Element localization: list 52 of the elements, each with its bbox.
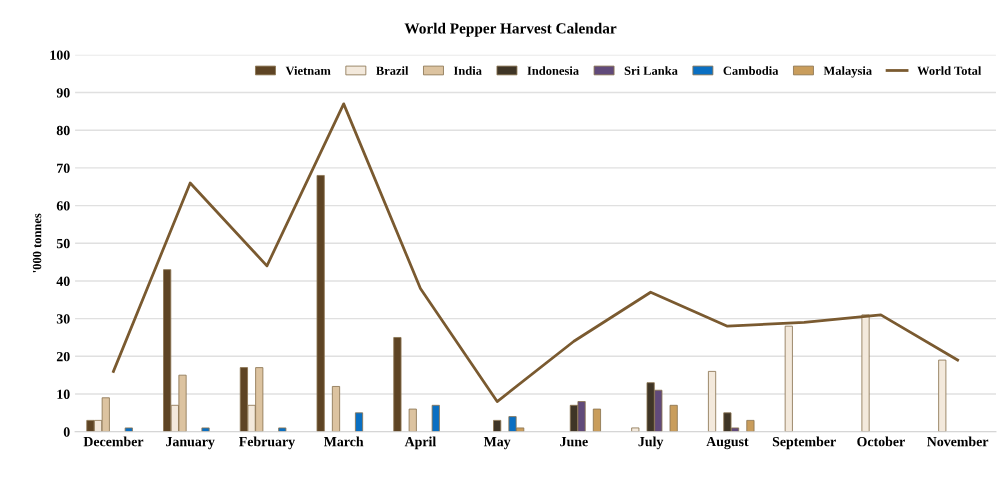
chart-title: World Pepper Harvest Calendar (404, 22, 617, 37)
bar (746, 419, 755, 432)
legend-label: Malaysia (823, 66, 872, 78)
y-tick-label: 60 (56, 201, 70, 211)
bar (408, 408, 417, 432)
bar (707, 370, 717, 432)
x-tick-label: June (560, 437, 588, 447)
bar (669, 404, 678, 432)
x-tick-label: August (706, 436, 749, 450)
legend-label: Sri Lanka (624, 66, 678, 75)
bar (201, 427, 210, 432)
bar (493, 419, 502, 432)
y-tick-label: 100 (50, 50, 70, 60)
x-tick-label: September (772, 436, 836, 450)
y-tick-label: 50 (56, 238, 70, 249)
legend-label: Indonesia (527, 66, 579, 75)
bar (331, 386, 341, 432)
y-tick-label: 70 (57, 163, 70, 173)
legend-label: Brazil (376, 66, 409, 75)
y-tick-label: 20 (56, 351, 70, 362)
x-tick-label: April (404, 436, 436, 450)
legend-label: World Total (917, 66, 982, 76)
bar (861, 314, 870, 432)
legend-label: India (453, 66, 482, 75)
y-tick-label: 80 (56, 125, 70, 136)
bar (316, 175, 325, 432)
y-tick-label: 40 (56, 276, 70, 286)
x-tick-label: March (323, 436, 364, 447)
bar (938, 359, 947, 432)
y-tick-label: 10 (57, 389, 70, 399)
x-tick-label: July (638, 436, 664, 450)
bar (354, 412, 364, 432)
line-series (112, 102, 960, 403)
y-tick-label: 30 (56, 314, 70, 324)
x-tick-label: November (927, 436, 989, 447)
y-tick-label: 0 (63, 427, 70, 437)
legend-label: Cambodia (723, 66, 779, 75)
bar (592, 408, 601, 432)
y-tick-label: 90 (56, 88, 70, 98)
x-tick-label: October (857, 436, 905, 447)
x-tick-label: December (83, 436, 144, 447)
bar (431, 404, 440, 432)
legend-label: Vietnam (285, 66, 331, 76)
bar (393, 337, 402, 432)
bar (631, 427, 640, 432)
x-tick-label: January (166, 437, 215, 450)
bar (278, 427, 287, 432)
x-tick-label: May (483, 437, 511, 450)
bar (124, 427, 133, 432)
bar (784, 325, 793, 432)
y-axis-title: '000 tonnes (32, 213, 42, 273)
x-tick-label: February (239, 436, 295, 450)
